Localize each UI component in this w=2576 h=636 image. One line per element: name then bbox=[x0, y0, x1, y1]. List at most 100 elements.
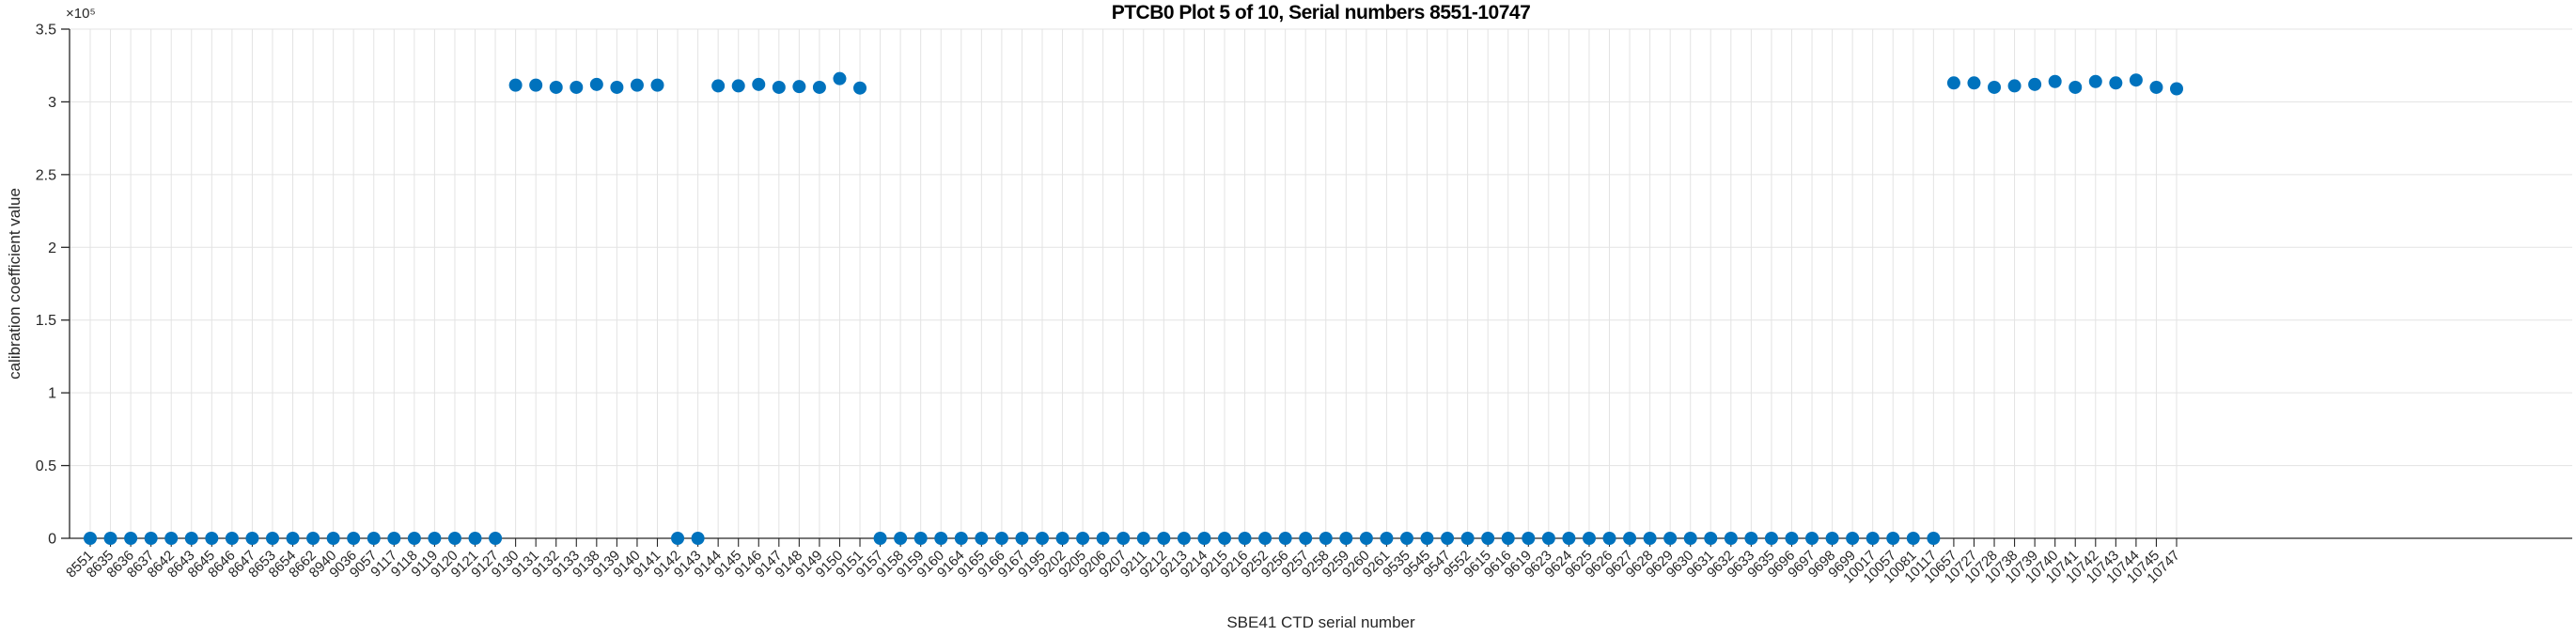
data-point bbox=[2170, 82, 2183, 96]
data-point bbox=[1724, 532, 1738, 545]
data-point bbox=[1380, 532, 1394, 545]
y-tick-label: 0 bbox=[48, 532, 56, 548]
data-point bbox=[1096, 532, 1110, 545]
data-point bbox=[1359, 532, 1373, 545]
data-point bbox=[164, 532, 179, 545]
data-point bbox=[326, 532, 340, 545]
data-point bbox=[1399, 532, 1413, 545]
data-point bbox=[184, 532, 198, 545]
data-point bbox=[468, 532, 482, 545]
data-point bbox=[367, 532, 381, 545]
data-point bbox=[894, 532, 908, 545]
y-tick-label: 3 bbox=[48, 95, 56, 111]
data-point bbox=[1217, 532, 1231, 545]
y-tick-label: 1.5 bbox=[36, 313, 56, 329]
data-point bbox=[1441, 532, 1455, 545]
data-point bbox=[84, 532, 97, 545]
data-point bbox=[1015, 532, 1029, 545]
data-point bbox=[1055, 532, 1069, 545]
data-point bbox=[1036, 532, 1050, 545]
data-point bbox=[225, 532, 239, 545]
data-point bbox=[1299, 532, 1313, 545]
data-point bbox=[1562, 532, 1576, 545]
data-point bbox=[1663, 532, 1678, 545]
data-point bbox=[853, 81, 867, 95]
data-point bbox=[2088, 74, 2102, 88]
data-point bbox=[691, 532, 705, 545]
data-point bbox=[570, 80, 584, 94]
data-point bbox=[2028, 77, 2042, 91]
data-point bbox=[489, 532, 503, 545]
data-point bbox=[671, 532, 685, 545]
data-point bbox=[1136, 532, 1150, 545]
data-point bbox=[2069, 80, 2083, 94]
data-point bbox=[2007, 79, 2022, 93]
data-point bbox=[306, 532, 320, 545]
data-point bbox=[428, 532, 442, 545]
y-axis-exponent: ×10⁵ bbox=[66, 6, 96, 22]
y-tick-label: 0.5 bbox=[36, 458, 56, 474]
data-point bbox=[1805, 532, 1819, 545]
data-point bbox=[1157, 532, 1171, 545]
data-point bbox=[1946, 76, 1960, 90]
data-point bbox=[1886, 532, 1900, 545]
data-point bbox=[2109, 76, 2123, 90]
y-tick-label: 2 bbox=[48, 240, 56, 256]
x-axis-label: SBE41 CTD serial number bbox=[1226, 613, 1415, 631]
data-point bbox=[1116, 532, 1131, 545]
data-point bbox=[1460, 532, 1475, 545]
data-point bbox=[812, 80, 826, 94]
data-point bbox=[1623, 532, 1637, 545]
chart-title: PTCB0 Plot 5 of 10, Serial numbers 8551-… bbox=[1111, 2, 1531, 23]
data-point bbox=[1258, 532, 1272, 545]
data-point bbox=[1866, 532, 1880, 545]
data-point bbox=[954, 532, 968, 545]
data-point bbox=[205, 532, 219, 545]
data-point bbox=[1704, 532, 1718, 545]
data-point bbox=[1541, 532, 1555, 545]
data-point bbox=[1967, 76, 1981, 90]
data-point bbox=[772, 80, 786, 94]
data-point bbox=[2129, 73, 2143, 87]
data-point bbox=[1906, 532, 1920, 545]
y-tick-label: 1 bbox=[48, 386, 56, 402]
data-point bbox=[1643, 532, 1657, 545]
data-point bbox=[792, 80, 806, 94]
data-point bbox=[2048, 74, 2062, 88]
data-point bbox=[934, 532, 948, 545]
data-point bbox=[103, 532, 117, 545]
data-point bbox=[1238, 532, 1252, 545]
data-point bbox=[1501, 532, 1515, 545]
data-point bbox=[529, 78, 543, 92]
data-point bbox=[447, 532, 461, 545]
data-point bbox=[1988, 80, 2002, 94]
data-point bbox=[1602, 532, 1616, 545]
y-tick-label: 2.5 bbox=[36, 167, 56, 183]
data-point bbox=[975, 532, 989, 545]
data-point bbox=[731, 79, 745, 93]
data-point bbox=[1420, 532, 1434, 545]
data-point bbox=[589, 77, 603, 91]
data-point bbox=[2149, 80, 2163, 94]
data-point bbox=[549, 80, 563, 94]
data-point bbox=[1278, 532, 1292, 545]
data-point bbox=[1076, 532, 1090, 545]
data-point bbox=[508, 78, 523, 92]
data-point bbox=[1927, 532, 1941, 545]
data-point bbox=[610, 80, 624, 94]
y-tick-label: 3.5 bbox=[36, 23, 56, 39]
data-point bbox=[994, 532, 1008, 545]
data-point bbox=[245, 532, 259, 545]
data-point bbox=[913, 532, 928, 545]
data-point bbox=[833, 71, 847, 85]
data-point bbox=[1846, 532, 1860, 545]
data-point bbox=[1339, 532, 1353, 545]
data-point bbox=[407, 532, 421, 545]
data-point bbox=[873, 532, 887, 545]
data-point bbox=[347, 532, 361, 545]
data-point bbox=[286, 532, 300, 545]
data-point bbox=[1764, 532, 1778, 545]
data-point bbox=[752, 77, 766, 91]
